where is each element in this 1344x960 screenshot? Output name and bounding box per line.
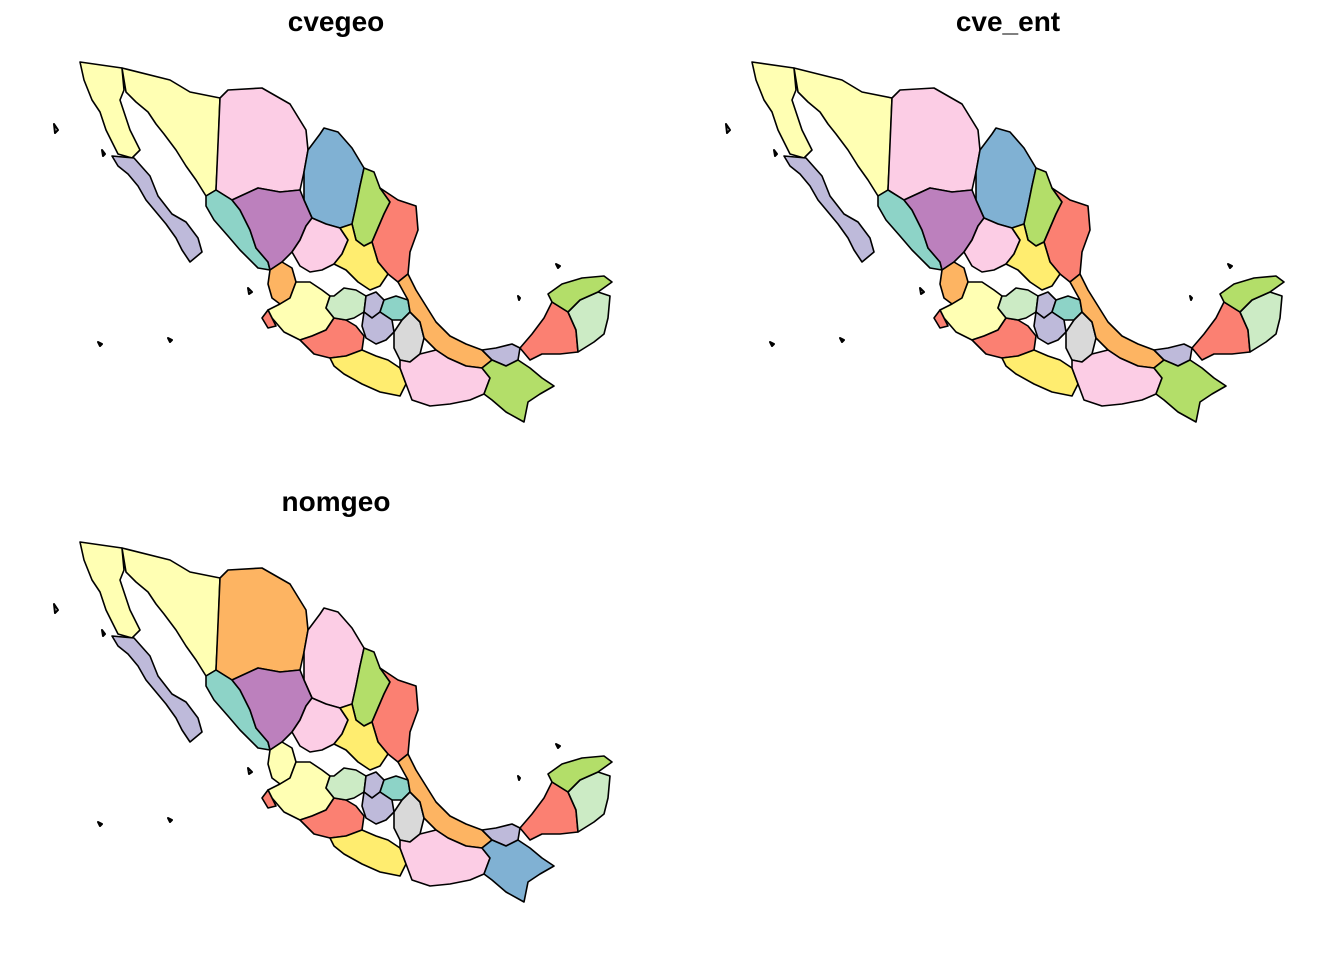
state-chihuahua — [887, 87, 981, 201]
island-outline — [97, 341, 103, 347]
state-tamaulipas — [1043, 187, 1091, 283]
state-guanajuato — [325, 767, 367, 801]
state-mexico — [1033, 311, 1067, 345]
island-outline — [1189, 295, 1193, 301]
island-outline — [555, 743, 561, 749]
state-colima — [261, 789, 277, 809]
state-michoacan — [299, 797, 365, 839]
state-chihuahua — [215, 87, 309, 201]
map-panel-nomgeo: nomgeo — [0, 480, 672, 960]
state-guerrero — [329, 829, 407, 877]
island-outline — [97, 821, 103, 827]
state-guanajuato — [325, 287, 367, 321]
state-guerrero — [1001, 349, 1079, 397]
state-mexico — [361, 311, 395, 345]
panel-title: cve_ent — [955, 6, 1061, 37]
state-chihuahua — [215, 567, 309, 681]
island-outline — [247, 767, 253, 775]
island-outline — [517, 295, 521, 301]
state-yucatan — [1219, 275, 1285, 313]
state-yucatan — [547, 755, 613, 793]
state-guerrero — [329, 349, 407, 397]
state-chiapas — [481, 359, 555, 423]
state-michoacan — [971, 317, 1037, 359]
state-colima — [933, 309, 949, 329]
island-outline — [773, 149, 778, 157]
state-mexico — [361, 791, 395, 825]
island-outline — [839, 337, 845, 343]
state-puebla — [393, 791, 425, 843]
state-tamaulipas — [371, 187, 419, 283]
island-outline — [555, 263, 561, 269]
mexico-map — [53, 541, 613, 903]
island-outline — [101, 149, 106, 157]
panel-title: nomgeo — [281, 486, 391, 517]
state-san-luis-potosi — [333, 703, 389, 771]
state-yucatan — [547, 275, 613, 313]
island-outline — [53, 123, 59, 134]
state-puebla — [1065, 311, 1097, 363]
state-chiapas — [1153, 359, 1227, 423]
state-michoacan — [299, 317, 365, 359]
map-panel-cvegeo: cvegeo — [0, 0, 672, 480]
state-chiapas — [481, 839, 555, 903]
map-panel-cve-ent: cve_ent — [672, 0, 1344, 480]
state-sonora — [121, 67, 221, 197]
state-baja-california-sur — [111, 635, 203, 743]
island-outline — [247, 287, 253, 295]
state-tamaulipas — [371, 667, 419, 763]
island-outline — [167, 337, 173, 343]
island-outline — [101, 629, 106, 637]
state-baja-california-sur — [783, 155, 875, 263]
state-puebla — [393, 311, 425, 363]
island-outline — [167, 817, 173, 823]
state-san-luis-potosi — [1005, 223, 1061, 291]
island-outline — [769, 341, 775, 347]
state-sonora — [793, 67, 893, 197]
state-colima — [261, 309, 277, 329]
state-sonora — [121, 547, 221, 677]
state-san-luis-potosi — [333, 223, 389, 291]
state-baja-california-sur — [111, 155, 203, 263]
mexico-map — [725, 61, 1285, 423]
island-outline — [725, 123, 731, 134]
panel-title: cvegeo — [287, 6, 385, 37]
island-outline — [1227, 263, 1233, 269]
island-outline — [517, 775, 521, 781]
island-outline — [53, 603, 59, 614]
state-guanajuato — [997, 287, 1039, 321]
mexico-map — [53, 61, 613, 423]
island-outline — [919, 287, 925, 295]
